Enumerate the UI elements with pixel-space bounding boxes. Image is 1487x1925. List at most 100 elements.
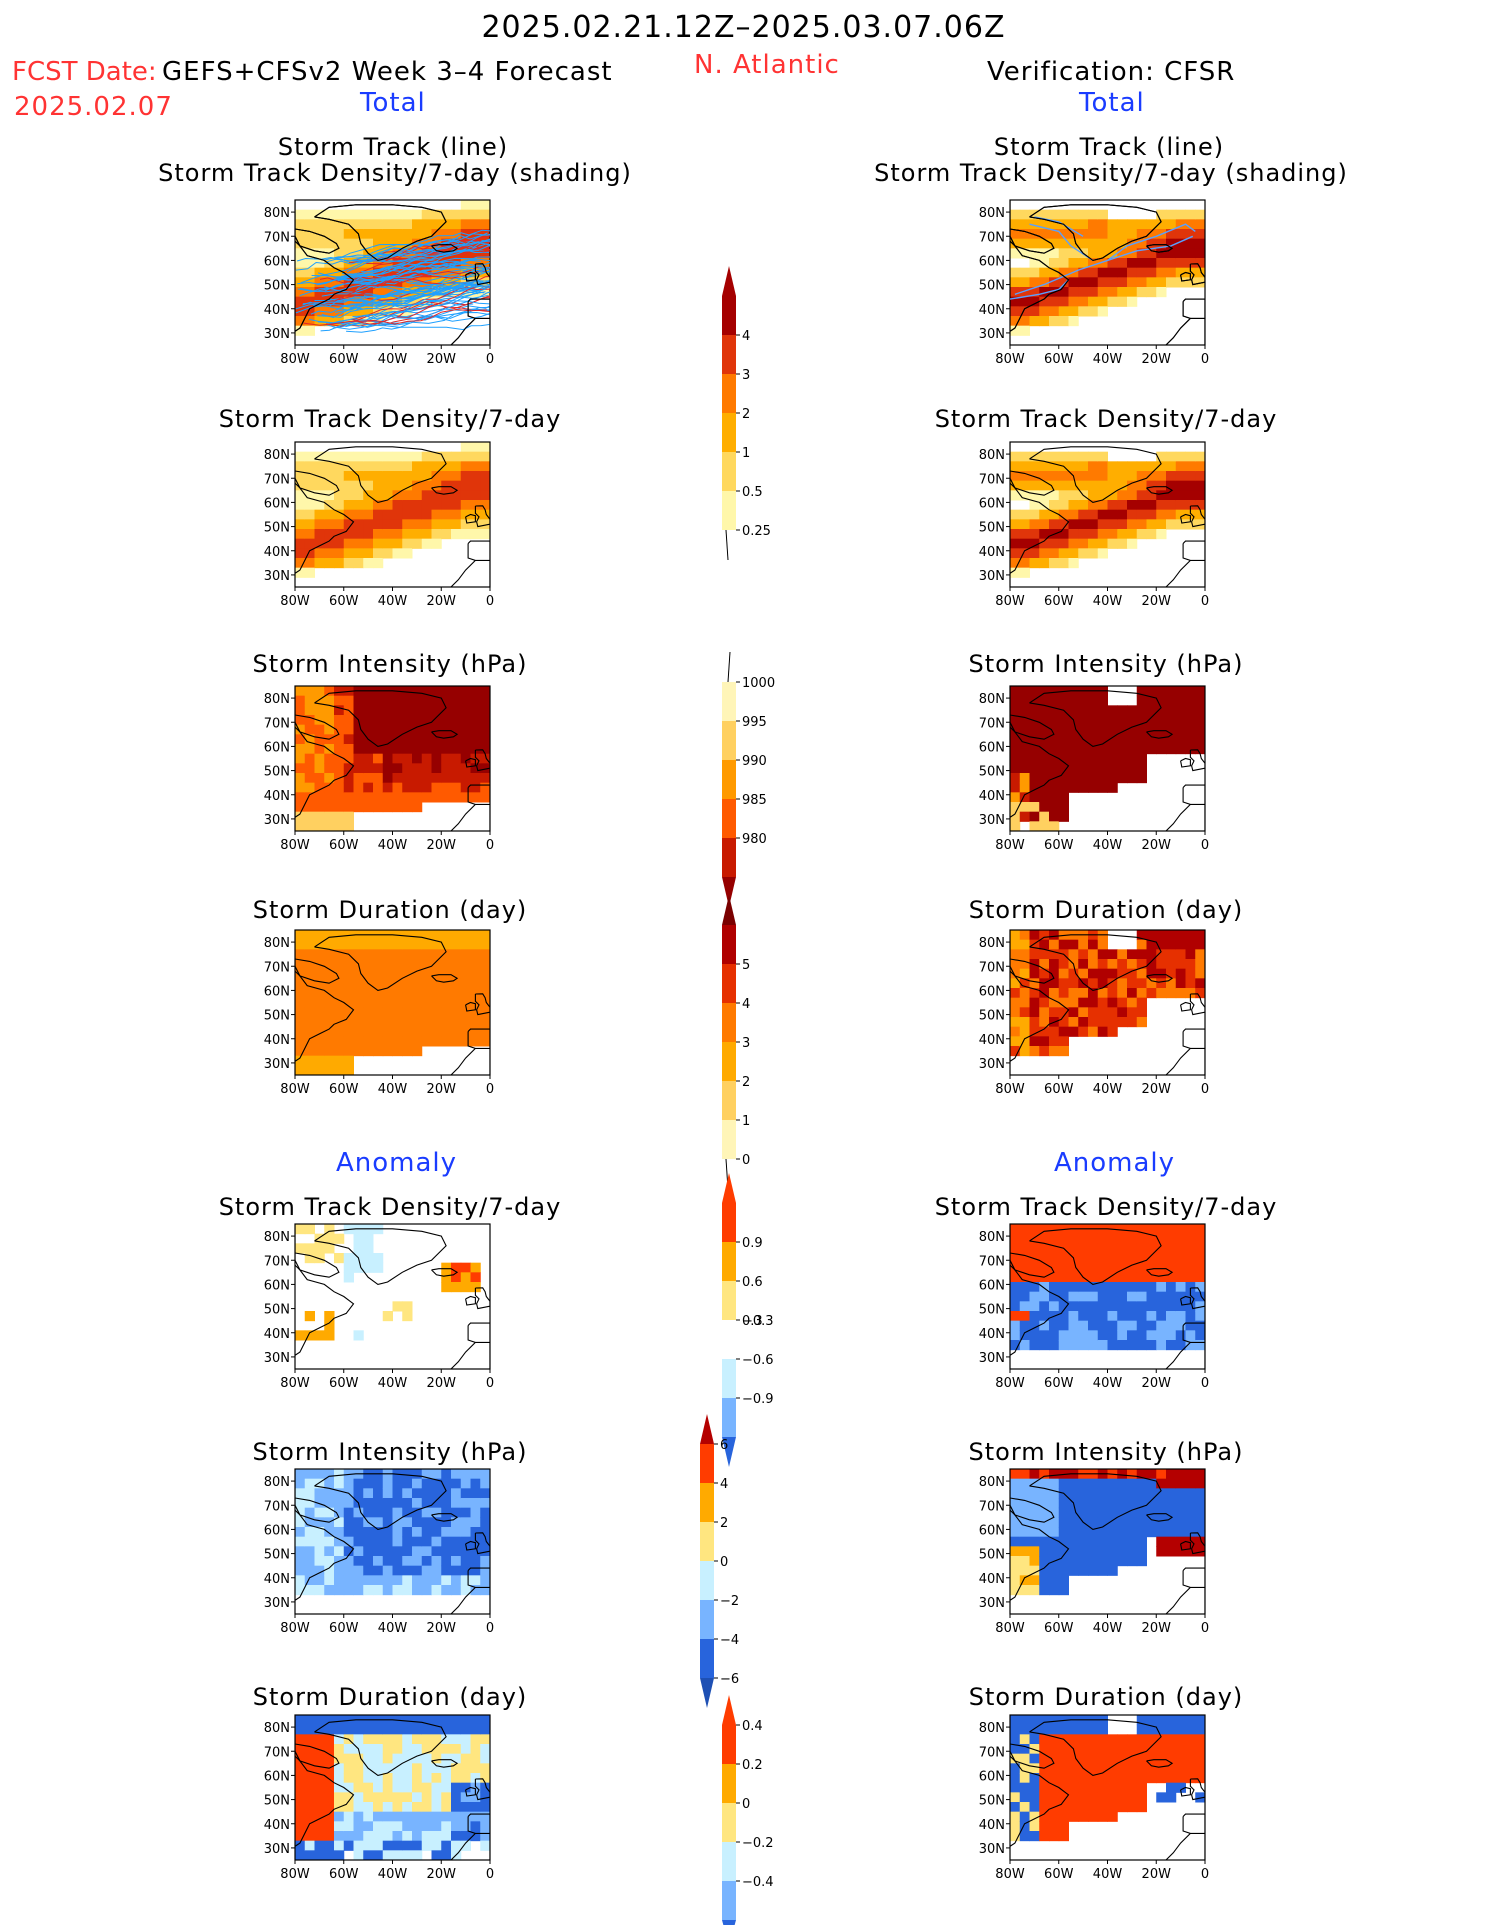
- coastline: [474, 749, 490, 772]
- anom-density-colorbar: 0.90.60.3−0.3−0.6−0.9: [722, 1173, 774, 1467]
- grid-cell: [382, 219, 393, 230]
- grid-cell: [1195, 1734, 1205, 1745]
- grid-cell: [470, 939, 481, 950]
- coastline: [1204, 987, 1205, 988]
- grid-cell: [1185, 1311, 1196, 1322]
- grid-cell: [1185, 1744, 1196, 1755]
- grid-cell: [1058, 306, 1069, 317]
- grid-cell: [314, 1782, 325, 1793]
- colorbar-segment: [722, 1120, 736, 1159]
- grid-cell: [480, 1488, 490, 1499]
- grid-cell: [412, 1546, 423, 1557]
- grid-cell: [334, 724, 345, 735]
- grid-cell: [382, 1488, 393, 1499]
- grid-cell: [1185, 1272, 1196, 1283]
- grid-cell: [343, 1017, 354, 1028]
- grid-cell: [334, 1233, 345, 1244]
- grid-cell: [1029, 306, 1040, 317]
- coastline: [1165, 560, 1205, 587]
- grid-cell: [1088, 744, 1099, 755]
- grid-cell: [480, 715, 490, 726]
- grid-cell: [1088, 287, 1099, 298]
- grid-cell: [1010, 451, 1021, 462]
- grid-cell: [1117, 1340, 1128, 1351]
- grid-cell: [324, 509, 335, 520]
- grid-cell: [1097, 997, 1108, 1008]
- grid-cell: [1019, 753, 1030, 764]
- x-tick-label: 40W: [1093, 1867, 1123, 1882]
- grid-cell: [1088, 978, 1099, 989]
- y-tick-label: 60N: [979, 1278, 1005, 1293]
- grid-cell: [1049, 490, 1060, 501]
- grid-cell: [402, 695, 413, 706]
- grid-cell: [1185, 1734, 1196, 1745]
- grid-cell: [1058, 802, 1069, 813]
- grid-cell: [1010, 219, 1021, 230]
- grid-cell: [480, 724, 490, 735]
- grid-cell: [304, 1744, 315, 1755]
- grid-cell: [1166, 1253, 1177, 1264]
- grid-cell: [441, 1262, 452, 1273]
- grid-cell: [1029, 490, 1040, 501]
- grid-cell: [1010, 1575, 1021, 1586]
- grid-cell: [353, 1811, 364, 1822]
- grid-cell: [1029, 1715, 1040, 1726]
- grid-cell: [1049, 1469, 1060, 1480]
- grid-cell: [373, 705, 384, 716]
- grid-cell: [334, 705, 345, 716]
- grid-cell: [382, 997, 393, 1008]
- grid-cell: [363, 959, 374, 970]
- grid-cell: [334, 1773, 345, 1784]
- grid-cell: [1078, 773, 1089, 784]
- grid-cell: [295, 695, 306, 706]
- grid-cell: [314, 1773, 325, 1784]
- grid-cell: [1029, 1546, 1040, 1557]
- grid-cell: [441, 461, 452, 472]
- grid-cell: [334, 209, 345, 220]
- grid-cell: [1097, 1565, 1108, 1576]
- grid-cell: [324, 209, 335, 220]
- grid-cell: [1010, 1565, 1021, 1576]
- grid-cell: [343, 734, 354, 745]
- grid-cell: [460, 773, 471, 784]
- storm-track-line: [355, 280, 490, 292]
- colorbar-label: 990: [742, 754, 767, 769]
- grid-cell: [1078, 1488, 1089, 1499]
- coastline: [1029, 1473, 1162, 1530]
- grid-cell: [1068, 500, 1079, 511]
- grid-cell: [460, 1026, 471, 1037]
- grid-cell: [334, 277, 345, 288]
- grid-cell: [1107, 1802, 1118, 1813]
- grid-cell: [1175, 939, 1186, 950]
- grid-cell: [373, 744, 384, 755]
- grid-cell: [1195, 1233, 1205, 1244]
- grid-cell: [324, 229, 335, 240]
- grid-cell: [343, 811, 354, 822]
- grid-cell: [324, 939, 335, 950]
- grid-cell: [1068, 558, 1079, 569]
- grid-cell: [363, 238, 374, 249]
- y-tick-label: 70N: [264, 1745, 290, 1760]
- grid-cell: [1185, 1527, 1196, 1538]
- grid-cell: [1088, 988, 1099, 999]
- grid-cell: [382, 1585, 393, 1596]
- grid-cell: [1078, 1233, 1089, 1244]
- grid-cell: [451, 1036, 462, 1047]
- grid-cell: [1019, 1517, 1030, 1528]
- anomaly-right-label: Anomaly: [1054, 1148, 1176, 1178]
- grid-cell: [1049, 1811, 1060, 1822]
- grid-cell: [304, 490, 315, 501]
- grid-cell: [304, 1565, 315, 1576]
- grid-cell: [1049, 802, 1060, 813]
- x-tick-label: 60W: [1044, 1082, 1074, 1097]
- grid-cell: [1039, 715, 1050, 726]
- grid-cell: [1049, 1478, 1060, 1489]
- grid-cell: [412, 1026, 423, 1037]
- grid-cell: [1068, 1026, 1079, 1037]
- coastline: [295, 714, 340, 740]
- grid-cell: [1019, 209, 1030, 220]
- y-tick-label: 70N: [979, 1254, 1005, 1269]
